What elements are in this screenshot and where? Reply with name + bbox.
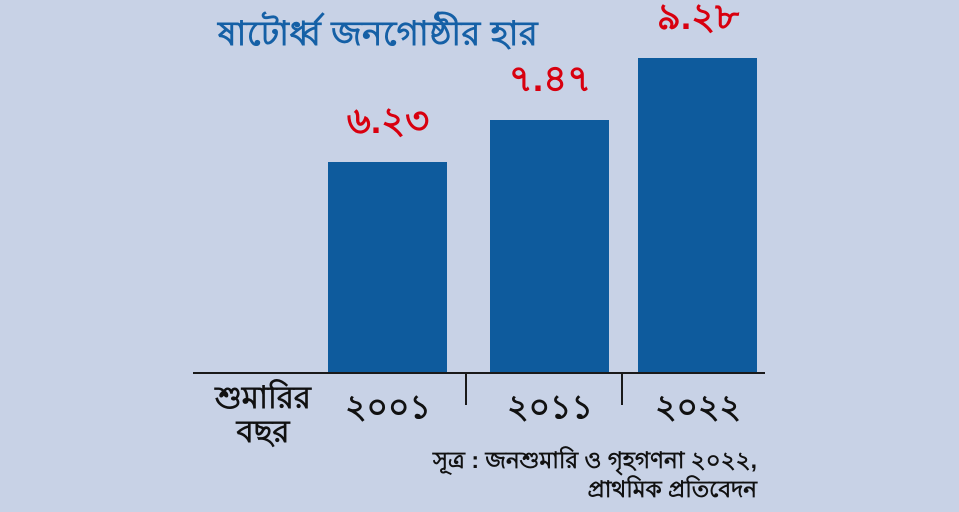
- source-note-line2: প্রাথমিক প্রতিবেদন: [587, 475, 757, 502]
- x-tick-label-2022: ২০২২: [655, 388, 741, 425]
- bar-2022: [638, 58, 757, 374]
- x-axis-line: [193, 372, 765, 374]
- bar-2011: [490, 120, 609, 374]
- bar-value-label: ৯.২৮: [656, 0, 740, 37]
- bar-value-label: ৭.৪৭: [508, 58, 592, 99]
- x-axis-tick: [465, 374, 467, 405]
- source-note: সূত্র : জনশুমারি ও গৃহগণনা ২০২২, প্রাথমি…: [337, 446, 757, 504]
- chart-title: ষাটোর্ধ্ব জনগোষ্ঠীর হার: [217, 15, 539, 53]
- x-tick-label-2001: ২০০১: [345, 388, 431, 425]
- x-tick-label-2011: ২০১১: [507, 388, 593, 425]
- source-note-line1: সূত্র : জনশুমারি ও গৃহগণনা ২০২২,: [432, 447, 757, 473]
- bar-value-label: ৬.২৩: [346, 100, 430, 141]
- x-axis-caption: শুমারির বছর: [198, 380, 328, 450]
- x-axis-caption-line2: বছর: [236, 414, 290, 450]
- x-axis-caption-line1: শুমারির: [215, 380, 311, 415]
- x-axis-tick: [621, 374, 623, 405]
- bar-2001: [328, 162, 447, 374]
